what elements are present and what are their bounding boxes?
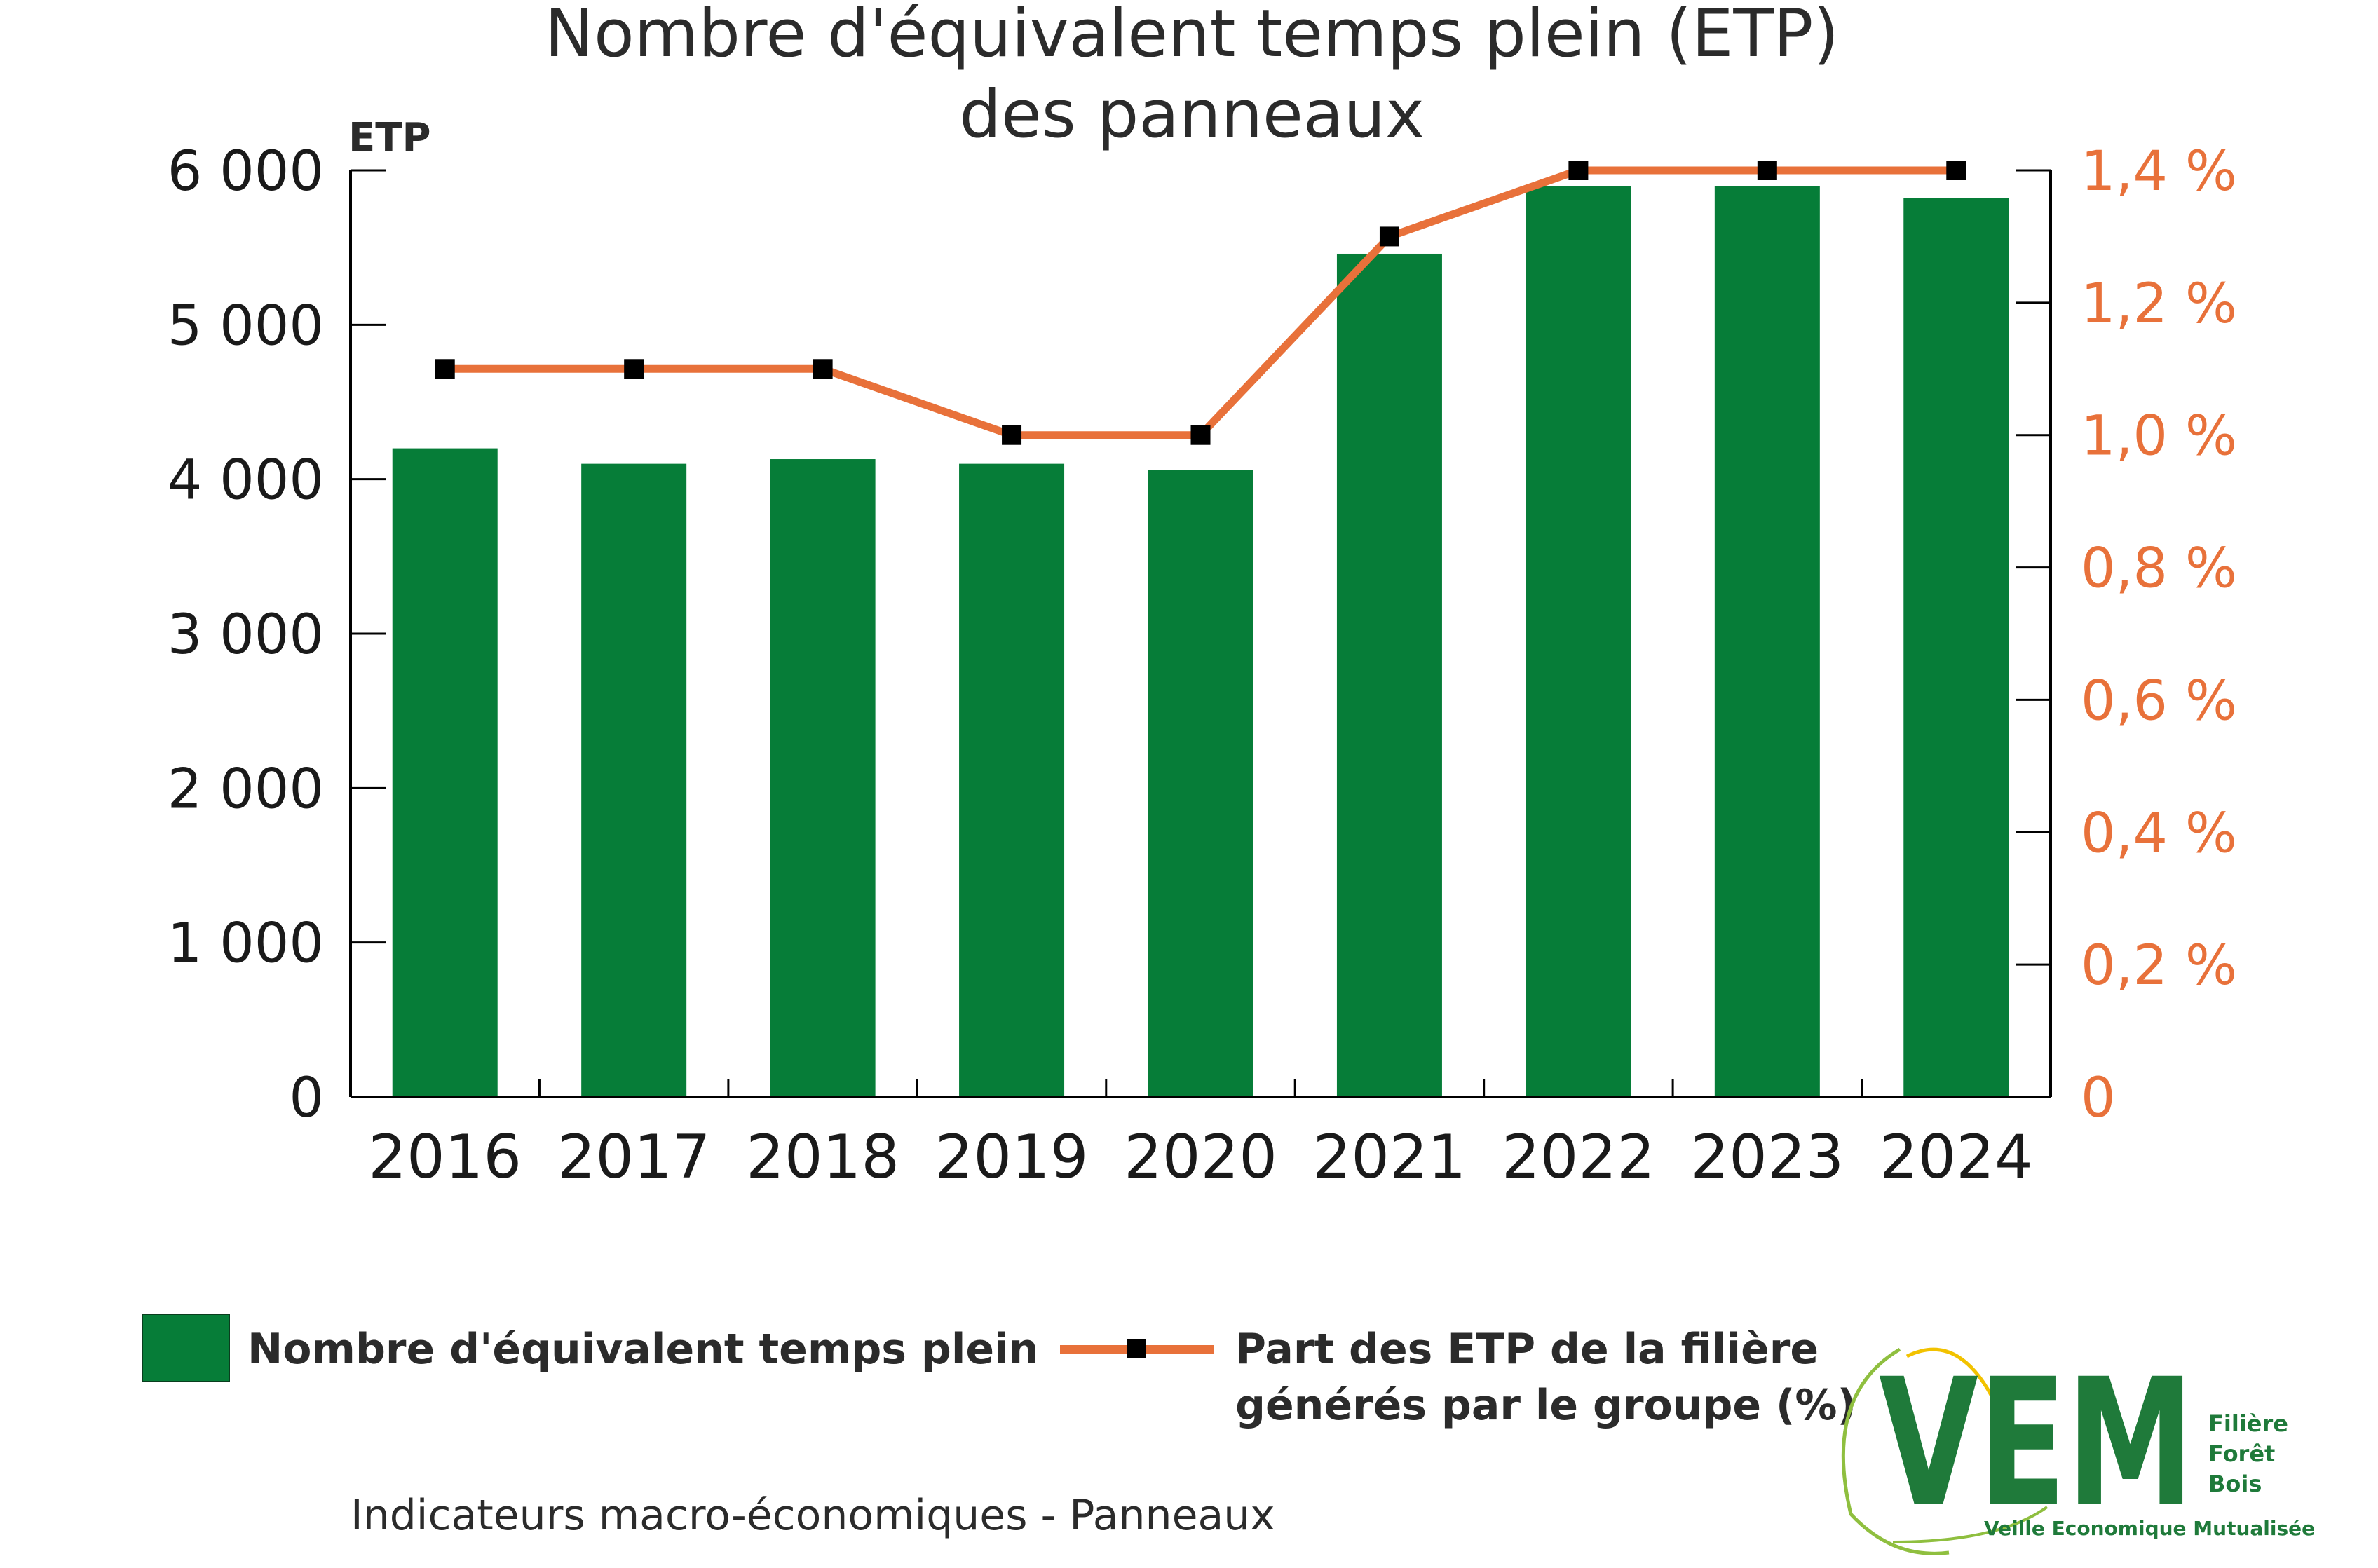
chart-title-line-2: des panneaux — [959, 76, 1424, 153]
x-tick-label: 2019 — [935, 1122, 1089, 1192]
right-tick-label: 0,8 % — [2081, 538, 2237, 601]
bar-2023 — [1714, 186, 1820, 1097]
line-series — [435, 161, 1966, 445]
logo-swoosh-green — [1841, 1347, 1950, 1555]
x-tick-label: 2023 — [1690, 1122, 1844, 1192]
bar-2018 — [770, 459, 876, 1097]
line-point-2016 — [435, 359, 455, 379]
right-tick-label: 0,4 % — [2081, 802, 2237, 865]
left-tick-label: 1 000 — [168, 913, 324, 976]
logo-swoosh-green-inner — [1892, 1506, 2049, 1543]
bar-2024 — [1903, 198, 2009, 1097]
footer-source: Indicateurs macro-économiques - Panneaux — [351, 1491, 1275, 1540]
line-point-2019 — [1002, 425, 1022, 445]
line-point-2018 — [813, 359, 833, 379]
left-tick-label: 3 000 — [168, 604, 324, 667]
bar-series — [392, 186, 2009, 1098]
x-tick-label: 2020 — [1124, 1122, 1277, 1192]
bar-2017 — [581, 463, 687, 1097]
right-tick-label: 1,2 % — [2081, 273, 2237, 336]
right-tick-label: 1,4 % — [2081, 140, 2237, 203]
legend-line-label-1: Part des ETP de la filière — [1235, 1325, 1819, 1374]
line-point-2021 — [1379, 226, 1399, 247]
left-tick-label: 6 000 — [168, 140, 324, 203]
left-tick-label: 2 000 — [168, 758, 324, 821]
vem-logo: VEM Filière Forêt Bois Veille Economique… — [1841, 1341, 2315, 1555]
line-point-2022 — [1568, 161, 1589, 180]
logo-swoosh-yellow — [1905, 1347, 1993, 1396]
x-tick-label: 2022 — [1502, 1122, 1655, 1192]
left-tick-label: 0 — [289, 1067, 324, 1130]
x-tick-label: 2024 — [1880, 1122, 2033, 1192]
bar-2020 — [1148, 470, 1253, 1097]
legend-line-marker — [1127, 1339, 1146, 1358]
right-tick-label: 1,0 % — [2081, 405, 2237, 468]
logo-tagline: Veille Economique Mutualisée — [1984, 1517, 2315, 1540]
left-tick-label: 4 000 — [168, 449, 324, 512]
logo-line-2: Forêt — [2208, 1440, 2275, 1467]
line-point-2020 — [1190, 425, 1211, 445]
right-tick-label: 0,2 % — [2081, 934, 2237, 997]
bar-2021 — [1336, 253, 1442, 1098]
logo-line-3: Bois — [2208, 1471, 2262, 1497]
legend-bar-swatch — [142, 1314, 230, 1382]
left-tick-label: 5 000 — [168, 294, 324, 357]
logo-line-1: Filière — [2208, 1410, 2288, 1437]
x-tick-label: 2021 — [1313, 1122, 1467, 1192]
right-tick-label: 0,6 % — [2081, 669, 2237, 732]
x-tick-label: 2016 — [368, 1122, 522, 1192]
bar-2016 — [392, 448, 498, 1097]
right-tick-label: 0 — [2081, 1067, 2116, 1130]
x-axis-ticks: 2016 2017 2018 2019 2020 2021 2022 2023 2024 — [368, 1079, 2033, 1192]
legend-bar-label: Nombre d'équivalent temps plein — [247, 1325, 1038, 1374]
y-axis-unit-label: ETP — [348, 115, 431, 161]
right-axis-ticks: 0 0,2 % 0,4 % 0,6 % 0,8 % 1,0 % 1,2 % 1,4 % — [2016, 140, 2237, 1130]
logo-mark: VEM — [1879, 1341, 2194, 1545]
x-tick-label: 2017 — [557, 1122, 711, 1192]
left-axis-ticks: 0 1 000 2 000 3 000 4 000 5 000 6 000 — [168, 140, 386, 1130]
line-point-2024 — [1946, 161, 1966, 180]
legend: Nombre d'équivalent temps plein Part des… — [142, 1314, 1856, 1430]
line-point-2023 — [1757, 161, 1777, 180]
x-tick-label: 2018 — [746, 1122, 899, 1192]
line-point-2017 — [624, 359, 644, 379]
bar-2022 — [1526, 186, 1631, 1097]
bar-2019 — [959, 463, 1065, 1097]
legend-line-label-2: générés par le groupe (%) — [1235, 1381, 1856, 1430]
chart-title-line-1: Nombre d'équivalent temps plein (ETP) — [545, 0, 1839, 72]
